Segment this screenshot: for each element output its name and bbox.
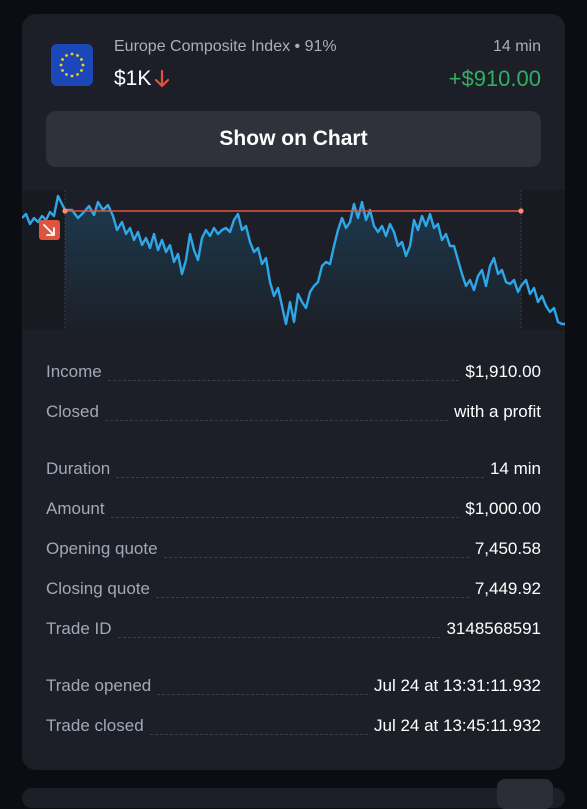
leader-dots — [157, 693, 368, 695]
detail-value: 7,450.58 — [474, 539, 541, 558]
detail-label: Trade closed — [46, 716, 144, 735]
leader-dots — [155, 596, 469, 598]
amount-row: $1K — [114, 67, 170, 91]
detail-row-closed: Closed with a profit — [46, 398, 541, 426]
close-marker — [518, 208, 524, 214]
detail-value: with a profit — [454, 402, 541, 421]
price-chart — [22, 190, 565, 330]
detail-label: Closing quote — [46, 579, 150, 598]
asset-name: Europe Composite Index • 91% — [114, 38, 337, 55]
trade-duration: 14 min — [492, 38, 541, 55]
price-line — [22, 194, 565, 326]
detail-row-opening-quote: Opening quote 7,450.58 — [46, 535, 541, 563]
detail-label: Trade ID — [46, 619, 112, 638]
detail-label: Income — [46, 362, 102, 381]
trade-card: Europe Composite Index • 91% $1K 14 min … — [22, 14, 565, 770]
detail-value: $1,000.00 — [465, 499, 541, 518]
leader-dots — [149, 733, 368, 735]
detail-label: Duration — [46, 459, 111, 478]
arrow-down-right-icon — [39, 220, 60, 240]
detail-value: 7,449.92 — [474, 579, 541, 598]
detail-row-duration: Duration 14 min — [46, 455, 541, 483]
next-card-peek — [22, 788, 565, 808]
detail-value: 14 min — [489, 459, 541, 478]
detail-row-trade-opened: Trade opened Jul 24 at 13:31:11.932 — [46, 672, 541, 700]
leader-dots — [104, 419, 449, 421]
open-marker — [62, 208, 68, 214]
detail-row-trade-id: Trade ID 3148568591 — [46, 615, 541, 643]
leader-dots — [116, 476, 484, 478]
detail-row-income: Income $1,910.00 — [46, 358, 541, 386]
leader-dots — [107, 379, 460, 381]
detail-value: Jul 24 at 13:45:11.932 — [374, 716, 541, 735]
detail-row-closing-quote: Closing quote 7,449.92 — [46, 575, 541, 603]
leader-dots — [163, 556, 469, 558]
show-on-chart-button[interactable]: Show on Chart — [46, 111, 541, 167]
detail-label: Trade opened — [46, 676, 152, 695]
leader-dots — [117, 636, 441, 638]
pre-trade-shade — [22, 190, 65, 330]
arrow-down-icon — [154, 69, 170, 89]
detail-value: $1,910.00 — [465, 362, 541, 381]
post-trade-shade — [521, 190, 565, 330]
floating-action-button[interactable] — [497, 779, 553, 809]
eu-flag-icon — [51, 44, 93, 86]
detail-label: Amount — [46, 499, 105, 518]
trade-profit: +$910.00 — [448, 66, 541, 91]
detail-label: Closed — [46, 402, 99, 421]
trade-amount: $1K — [114, 67, 152, 90]
detail-row-trade-closed: Trade closed Jul 24 at 13:45:11.932 — [46, 712, 541, 740]
detail-label: Opening quote — [46, 539, 158, 558]
chart-area — [65, 202, 521, 330]
detail-value[interactable]: 3148568591 — [446, 619, 541, 638]
detail-row-amount: Amount $1,000.00 — [46, 495, 541, 523]
detail-value: Jul 24 at 13:31:11.932 — [374, 676, 541, 695]
leader-dots — [110, 516, 460, 518]
